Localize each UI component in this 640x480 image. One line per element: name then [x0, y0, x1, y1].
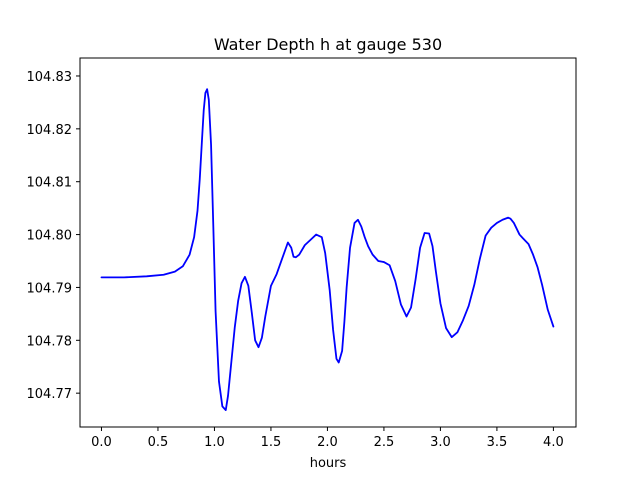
y-tick-label: 104.79 [27, 281, 73, 296]
y-axis: 104.77 104.78 104.79 104.80 104.81 104.82 104.… [27, 70, 80, 402]
y-tick-label: 104.83 [27, 70, 73, 85]
y-tick-label: 104.81 [27, 176, 73, 191]
x-tick-label: 3.0 [430, 435, 451, 450]
y-tick-label: 104.82 [27, 123, 73, 138]
x-tick-label: 0.5 [148, 435, 169, 450]
y-tick-label: 104.77 [27, 387, 73, 402]
x-tick-label: 1.0 [204, 435, 225, 450]
x-tick-label: 2.0 [317, 435, 338, 450]
x-axis-label: hours [310, 456, 347, 471]
x-tick-label: 3.5 [487, 435, 508, 450]
plot-area [100, 88, 555, 411]
y-tick-label: 104.80 [27, 229, 73, 244]
y-tick-label: 104.78 [27, 334, 73, 349]
chart-title: Water Depth h at gauge 530 [214, 35, 442, 54]
x-axis: 0.0 0.5 1.0 1.5 2.0 2.5 3.0 3.5 4.0 [91, 427, 564, 450]
x-tick-label: 1.5 [261, 435, 282, 450]
x-tick-label: 0.0 [91, 435, 112, 450]
axes-frame [79, 57, 577, 428]
x-tick-label: 2.5 [374, 435, 395, 450]
series-line [100, 88, 555, 411]
x-tick-label: 4.0 [543, 435, 564, 450]
